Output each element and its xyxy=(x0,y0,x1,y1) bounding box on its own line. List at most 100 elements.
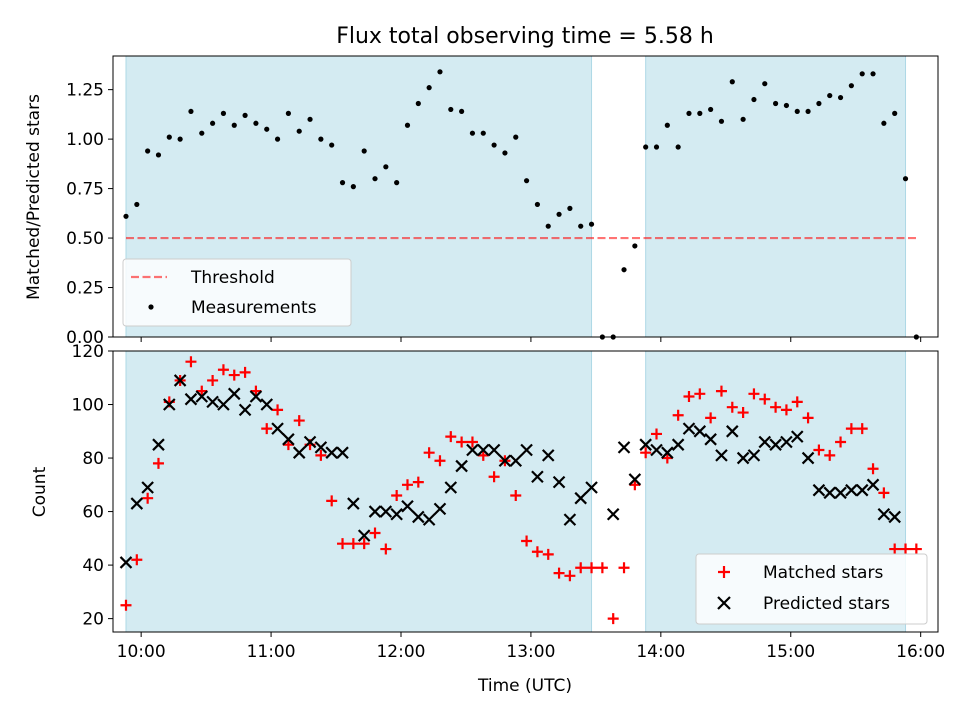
predicted-stars-point xyxy=(292,446,306,459)
top-legend-box xyxy=(122,258,352,327)
matched-stars-point xyxy=(261,423,273,435)
predicted-stars-point xyxy=(563,513,577,526)
predicted-stars-point xyxy=(260,398,274,411)
y-tick-label: 40 xyxy=(82,556,104,576)
matched-stars-point xyxy=(867,463,879,475)
matched-stars-point xyxy=(369,527,381,539)
y-tick-label: 1.00 xyxy=(66,130,104,150)
matched-stars-point xyxy=(488,471,500,483)
matched-stars-point xyxy=(207,374,219,386)
measurement-point xyxy=(783,102,790,109)
predicted-stars-point xyxy=(152,438,165,451)
y-tick-label: 100 xyxy=(72,396,104,416)
matched-stars-point xyxy=(185,356,197,368)
measurement-point xyxy=(491,142,497,148)
matched-stars-point xyxy=(315,449,327,461)
measurement-point xyxy=(513,134,519,140)
y-tick-label: 120 xyxy=(72,342,104,362)
predicted-stars-point xyxy=(217,398,230,411)
measurement-point xyxy=(426,85,432,91)
matched-stars-point xyxy=(347,538,359,550)
matched-stars-point xyxy=(564,570,576,582)
measurement-point xyxy=(578,223,584,229)
top-legend: Threshold Measurements xyxy=(122,258,352,327)
measurements-legend-label: Measurements xyxy=(191,298,317,318)
matched-stars-point xyxy=(748,388,760,400)
measurement-point xyxy=(469,130,476,136)
measurement-point xyxy=(296,128,302,134)
y-tick-label: 0.25 xyxy=(66,279,104,299)
matched-stars-point xyxy=(337,538,349,550)
x-axis-label: Time (UTC) xyxy=(477,676,572,696)
measurement-point xyxy=(220,110,227,116)
predicted-stars-point xyxy=(444,481,458,494)
predicted-stars-point xyxy=(693,425,707,438)
matched-stars-point xyxy=(445,431,457,443)
predicted-stars-point xyxy=(639,438,652,451)
bottom-xticks: 10:00 11:00 12:00 13:00 14:00 15:00 16:00 xyxy=(117,632,945,662)
x-tick-label: 13:00 xyxy=(506,642,555,662)
measurement-point xyxy=(881,120,887,126)
matched-stars-point xyxy=(456,436,468,448)
measurement-point xyxy=(372,176,378,182)
predicted-stars-point xyxy=(227,387,241,401)
bottom-axes-frame xyxy=(112,350,939,633)
matched-stars-point xyxy=(759,393,771,405)
measurement-point xyxy=(740,116,746,122)
measurement-point xyxy=(556,211,562,217)
matched-stars-point xyxy=(802,412,814,424)
predicted-stars-point xyxy=(855,483,869,497)
matched-stars-point xyxy=(542,548,554,560)
measurement-point xyxy=(708,106,714,113)
measurement-point xyxy=(859,71,865,77)
matched-stars-point xyxy=(845,423,857,435)
matched-stars-point xyxy=(715,385,727,397)
measurement-point xyxy=(502,150,508,156)
predicted-stars-point xyxy=(412,510,425,524)
measurement-point xyxy=(827,92,833,99)
y-tick-label: 80 xyxy=(82,449,104,469)
matched-stars-point xyxy=(412,476,424,488)
matched-stars-point xyxy=(737,407,749,419)
matched-stars-point xyxy=(629,479,641,491)
measurement-point xyxy=(123,213,129,219)
predicted-stars-point xyxy=(271,422,284,435)
threshold-legend-label: Threshold xyxy=(190,268,275,288)
predicted-stars-point xyxy=(498,454,512,468)
measurement-point xyxy=(567,205,573,211)
predicted-stars-point xyxy=(801,451,815,465)
matched-stars-point xyxy=(120,599,132,611)
bottom-legend: Matched stars Predicted stars xyxy=(695,553,928,625)
measurement-point xyxy=(188,108,194,115)
matched-stars-point xyxy=(780,404,792,416)
measurement-point xyxy=(762,81,768,87)
matched-stars-point xyxy=(553,567,565,579)
x-tick-label: 11:00 xyxy=(247,642,296,662)
predicted-stars-point xyxy=(758,435,772,449)
predicted-stars-point xyxy=(552,475,566,489)
matched-stars-point xyxy=(510,490,522,502)
measurement-point xyxy=(231,122,237,128)
measurement-point xyxy=(307,116,313,122)
predicted-stars-point xyxy=(195,390,209,403)
predicted-stars-point xyxy=(282,433,295,446)
measurement-point xyxy=(729,79,735,85)
measurement-point xyxy=(166,134,172,140)
y-tick-label: 0.50 xyxy=(66,229,104,249)
predicted-stars-point xyxy=(357,529,371,542)
observing-window-band xyxy=(645,55,907,338)
matched-stars-point xyxy=(618,562,630,574)
measurement-point xyxy=(361,148,367,154)
measurement-point xyxy=(632,243,638,249)
x-tick-label: 10:00 xyxy=(117,642,166,662)
predicted-stars-point xyxy=(845,483,858,497)
predicted-stars-point xyxy=(747,449,761,462)
predicted-stars-point xyxy=(812,483,826,497)
matched-stars-point xyxy=(477,449,489,461)
predicted-stars-point xyxy=(682,422,696,435)
predicted-stars-point xyxy=(487,443,501,457)
measurement-point xyxy=(794,108,800,115)
measurement-point xyxy=(394,180,400,186)
predicted-stars-point xyxy=(455,459,468,473)
